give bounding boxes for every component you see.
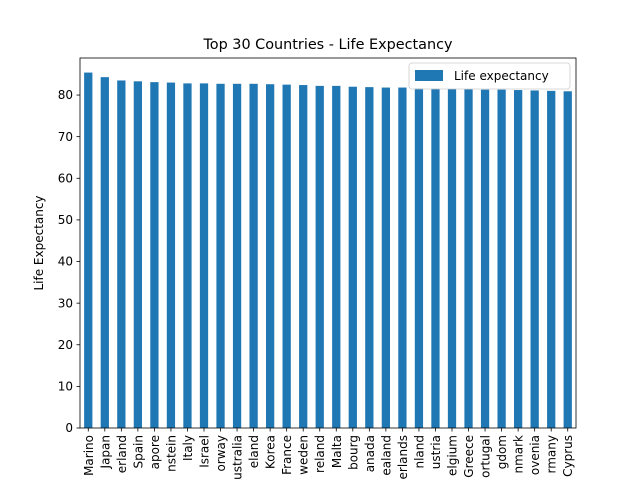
x-tick-label: Italy bbox=[181, 435, 195, 461]
bar bbox=[100, 77, 109, 429]
bar bbox=[166, 82, 176, 428]
y-tick-label: 0 bbox=[65, 421, 73, 435]
bar bbox=[365, 87, 374, 428]
bar bbox=[480, 89, 490, 428]
x-tick-label: ustralia bbox=[231, 435, 245, 480]
x-tick-label: anada bbox=[363, 435, 377, 472]
x-tick-label: France bbox=[280, 435, 294, 475]
bar bbox=[299, 85, 308, 429]
legend-box bbox=[408, 62, 571, 90]
chart-title: Top 30 Countries - Life Expectancy bbox=[202, 37, 453, 53]
y-tick-label: 20 bbox=[58, 338, 73, 352]
legend-swatch bbox=[415, 70, 443, 81]
y-tick-label: 40 bbox=[58, 255, 73, 269]
x-tick-label: ustria bbox=[429, 435, 443, 469]
x-tick-label: Greece bbox=[462, 435, 476, 478]
x-tick-label: Malta bbox=[330, 435, 344, 468]
x-tick-label: nstein bbox=[164, 435, 178, 472]
bar bbox=[497, 89, 506, 428]
bar bbox=[464, 89, 473, 429]
x-tick-label: bourg bbox=[346, 435, 360, 470]
x-tick-label: ovenia bbox=[528, 435, 542, 475]
bar bbox=[232, 83, 242, 429]
x-tick-label: Israel bbox=[198, 435, 212, 468]
bar bbox=[447, 88, 457, 429]
bar bbox=[282, 84, 291, 428]
plot-frame bbox=[79, 57, 577, 429]
x-tick-label: ortugal bbox=[479, 435, 493, 478]
x-tick-label: apore bbox=[148, 435, 162, 469]
x-tick-label: orway bbox=[214, 435, 228, 472]
bar bbox=[249, 83, 258, 429]
x-tick-label: Japan bbox=[98, 435, 112, 469]
y-axis: 0 10 20 30 40 50 60 70 80 bbox=[58, 88, 80, 435]
y-tick-label: 60 bbox=[58, 171, 73, 185]
x-tick-label: gdom bbox=[495, 435, 509, 469]
bar bbox=[547, 90, 556, 428]
legend: Life expectancy bbox=[408, 62, 571, 90]
bar bbox=[133, 81, 142, 428]
y-tick-label: 30 bbox=[58, 296, 73, 310]
y-tick-label: 80 bbox=[58, 88, 73, 102]
x-tick-label: nmark bbox=[512, 435, 526, 474]
bar bbox=[381, 87, 390, 429]
bar bbox=[530, 90, 539, 429]
legend-label: Life expectancy bbox=[454, 69, 549, 83]
x-tick-label: reland bbox=[313, 435, 327, 473]
x-tick-label: erlands bbox=[396, 435, 410, 479]
x-axis: Marino Japan erland Spain apore nstein Italy Is… bbox=[82, 428, 575, 480]
bar bbox=[199, 83, 209, 428]
bar bbox=[414, 87, 424, 428]
bar bbox=[216, 83, 225, 429]
bar bbox=[266, 84, 275, 428]
x-tick-label: weden bbox=[297, 435, 311, 475]
bar bbox=[348, 86, 357, 428]
bar bbox=[431, 88, 440, 428]
x-tick-label: eland bbox=[247, 435, 261, 468]
bar bbox=[150, 82, 159, 428]
bar bbox=[84, 72, 93, 428]
y-tick-label: 10 bbox=[58, 380, 73, 394]
x-tick-label: elgium bbox=[446, 435, 460, 476]
bars bbox=[84, 72, 572, 429]
y-axis-label: Life Expectancy bbox=[32, 195, 46, 290]
bar bbox=[563, 91, 572, 429]
x-tick-label: Marino bbox=[82, 435, 96, 476]
bar bbox=[315, 85, 324, 428]
x-tick-label: nland bbox=[412, 435, 426, 469]
bar bbox=[398, 87, 407, 429]
bar bbox=[183, 83, 192, 428]
x-tick-label: Korea bbox=[264, 435, 278, 469]
y-tick-label: 50 bbox=[58, 213, 73, 227]
x-tick-label: Spain bbox=[131, 435, 145, 469]
bar bbox=[332, 85, 341, 428]
x-tick-label: rmany bbox=[545, 435, 559, 473]
x-tick-label: erland bbox=[115, 435, 129, 473]
bar bbox=[514, 90, 523, 429]
y-tick-label: 70 bbox=[58, 130, 73, 144]
bar bbox=[117, 80, 126, 428]
x-tick-label: Cyprus bbox=[561, 435, 575, 477]
x-tick-label: ealand bbox=[379, 435, 393, 476]
